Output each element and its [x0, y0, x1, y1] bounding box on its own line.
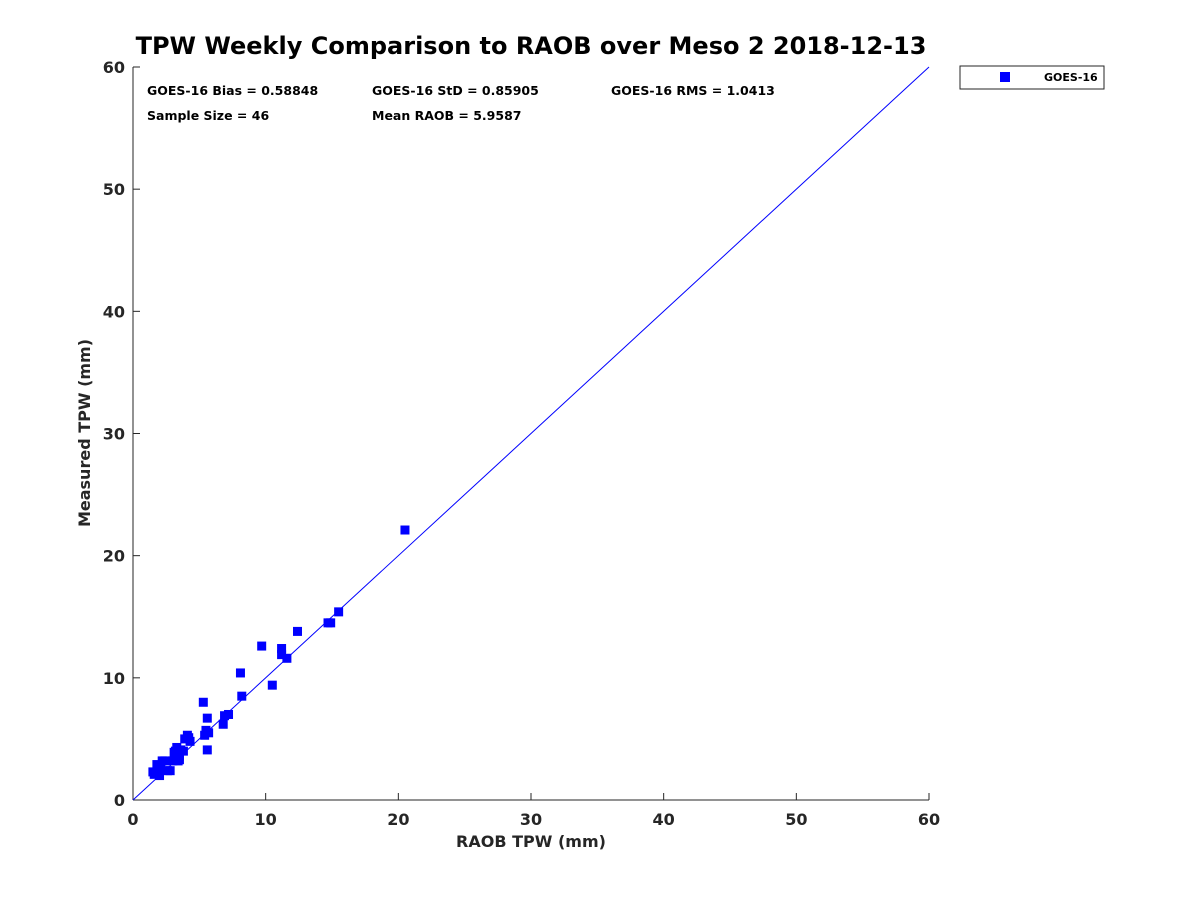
reference-line-group — [132, 66, 930, 801]
x-axis-label: RAOB TPW (mm) — [456, 832, 606, 851]
data-point — [257, 641, 267, 651]
data-point — [334, 607, 344, 617]
legend-marker-goes16 — [1000, 72, 1010, 82]
data-point — [204, 728, 214, 738]
data-point — [178, 746, 188, 756]
y-tick-label: 10 — [103, 669, 125, 688]
x-tick-label: 10 — [255, 810, 277, 829]
data-point — [170, 746, 180, 756]
data-point — [155, 761, 165, 771]
y-tick-label: 50 — [103, 180, 125, 199]
legend-label-goes16: GOES-16 — [1044, 71, 1098, 84]
legend-box — [959, 65, 1105, 90]
x-tick-label: 20 — [387, 810, 409, 829]
data-point — [400, 525, 410, 535]
data-point — [174, 755, 184, 765]
data-point — [160, 756, 170, 766]
data-point — [237, 691, 247, 701]
data-point — [202, 745, 212, 755]
data-point — [184, 733, 194, 743]
stat-rms: GOES-16 RMS = 1.0413 — [611, 83, 775, 98]
x-tick-label: 40 — [653, 810, 675, 829]
y-axis-label: Measured TPW (mm) — [75, 339, 94, 527]
data-point — [198, 697, 208, 707]
y-tick-label: 20 — [103, 547, 125, 566]
data-point — [277, 644, 287, 654]
y-tick-label: 60 — [103, 58, 125, 77]
chart-title: TPW Weekly Comparison to RAOB over Meso … — [136, 32, 927, 60]
data-point — [267, 680, 277, 690]
data-point — [168, 756, 178, 766]
data-point — [282, 653, 292, 663]
x-tick-label: 50 — [785, 810, 807, 829]
stat-mean-raob: Mean RAOB = 5.9587 — [372, 108, 521, 123]
data-points — [148, 525, 410, 781]
data-point — [218, 719, 228, 729]
stats-annotations: GOES-16 Bias = 0.58848 GOES-16 StD = 0.8… — [147, 83, 775, 123]
one-to-one-reference-line — [132, 66, 930, 801]
data-point — [151, 768, 161, 778]
stat-std: GOES-16 StD = 0.85905 — [372, 83, 539, 98]
data-point — [293, 626, 303, 636]
data-point — [277, 650, 287, 660]
data-point — [202, 713, 212, 723]
x-tick-label: 0 — [127, 810, 138, 829]
x-ticks: 0 10 20 30 40 50 60 — [127, 793, 940, 829]
x-tick-label: 60 — [918, 810, 940, 829]
legend: GOES-16 — [959, 65, 1105, 90]
y-ticks: 0 10 20 30 40 50 60 — [103, 58, 140, 810]
y-tick-label: 30 — [103, 425, 125, 444]
stat-sample-size: Sample Size = 46 — [147, 108, 269, 123]
data-point — [326, 618, 336, 628]
data-point — [165, 766, 175, 776]
data-point — [235, 668, 245, 678]
stat-bias: GOES-16 Bias = 0.58848 — [147, 83, 318, 98]
y-tick-label: 40 — [103, 302, 125, 321]
x-tick-label: 30 — [520, 810, 542, 829]
data-point — [224, 709, 234, 719]
y-tick-label: 0 — [114, 791, 125, 810]
